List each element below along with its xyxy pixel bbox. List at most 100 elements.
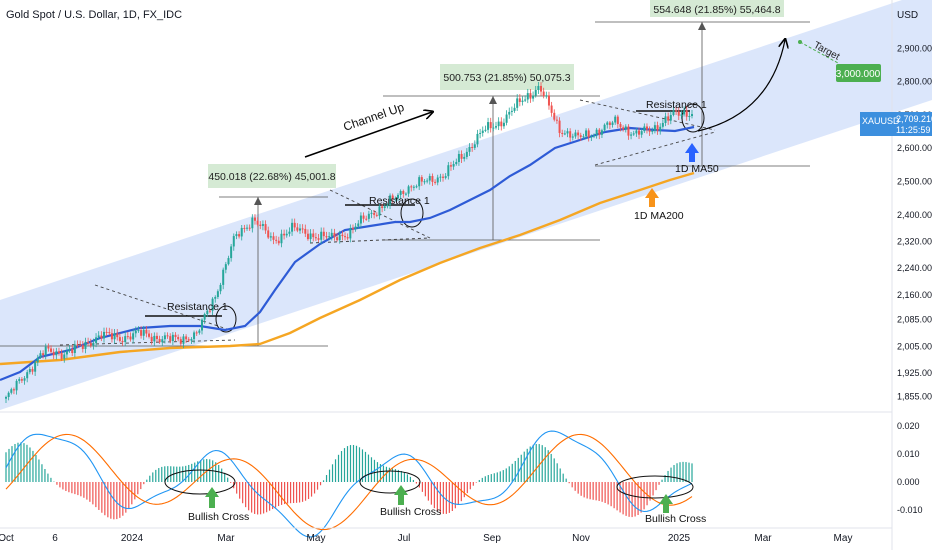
bullish-cross-label-2: Bullish Cross: [380, 506, 441, 518]
macd-hist-bar: [236, 482, 238, 494]
candle-body: [346, 237, 349, 239]
macd-hist-bar: [137, 482, 139, 495]
candle-body: [423, 181, 426, 183]
chart-title: Gold Spot / U.S. Dollar, 1D, FX_IDC: [6, 9, 182, 21]
macd-hist-bar: [460, 482, 462, 502]
candle-body: [383, 206, 386, 208]
macd-hist-bar: [523, 451, 525, 482]
macd-hist-bar: [125, 482, 127, 513]
candle-body: [632, 133, 635, 135]
macd-axis: 0.020 0.010 0.000 -0.010: [897, 421, 923, 515]
candle-body: [121, 340, 124, 343]
candle-body: [643, 126, 646, 132]
candle-body: [598, 129, 601, 135]
candle-body: [542, 91, 545, 96]
macd-hist-bar: [400, 470, 403, 482]
candle-body: [444, 176, 447, 178]
macd-hist-bar: [74, 482, 76, 495]
macd-hist-bar: [310, 482, 313, 497]
candle-body: [651, 130, 654, 132]
macd-tick: 0.010: [897, 449, 920, 459]
candle-body: [177, 337, 180, 340]
candle-body: [272, 236, 275, 240]
candle-body: [15, 380, 18, 391]
channel-up-band: [0, 0, 932, 410]
macd-hist-bar: [361, 449, 364, 482]
macd-hist-bar: [89, 482, 91, 502]
candle-body: [465, 151, 468, 157]
macd-hist-bar: [98, 482, 100, 510]
price-tick: 2,240.000: [897, 263, 932, 273]
candle-body: [132, 333, 135, 340]
candle-body: [664, 116, 667, 123]
candle-body: [137, 330, 140, 332]
macd-hist-bar: [625, 482, 627, 516]
macd-hist-bar: [35, 454, 37, 482]
candle-body: [314, 237, 317, 239]
macd-hist-bar: [631, 482, 633, 518]
macd-hist-bar: [197, 461, 199, 482]
candle-body: [410, 186, 413, 188]
candle-body: [63, 354, 66, 359]
macd-hist-bar: [532, 444, 534, 482]
candle-body: [103, 331, 105, 339]
candle-body: [394, 198, 397, 200]
macd-hist-bar: [652, 482, 654, 496]
candle-body: [322, 231, 325, 237]
candle-body: [367, 213, 370, 219]
candle-body: [381, 206, 384, 208]
macd-hist-bar: [334, 459, 337, 482]
macd-hist-bar: [50, 477, 52, 482]
candle-body: [500, 121, 503, 127]
candle-body: [685, 110, 688, 117]
macd-hist-bar: [266, 482, 268, 513]
candle-body: [84, 341, 87, 349]
candle-body: [555, 119, 558, 121]
candle-body: [449, 165, 452, 167]
candle-body: [468, 146, 471, 152]
macd-hist-bar: [337, 454, 340, 482]
candle-body: [44, 346, 47, 356]
candle-body: [76, 344, 79, 346]
macd-hist-bar: [517, 457, 519, 482]
macd-hist-bar: [149, 475, 151, 482]
macd-hist-bar: [403, 472, 406, 482]
price-tick: 2,005.000: [897, 341, 932, 351]
macd-hist-bar: [676, 463, 678, 482]
candle-body: [248, 227, 251, 229]
macd-hist-bar: [68, 482, 70, 493]
candle-body: [251, 217, 254, 229]
macd-hist-bar: [263, 482, 265, 514]
macd-hist-bar: [152, 472, 154, 482]
candle-body: [479, 132, 482, 134]
macd-hist-bar: [322, 480, 325, 482]
macd-hist-bar: [248, 482, 250, 511]
macd-hist-bar: [634, 482, 636, 517]
candle-body: [447, 165, 450, 177]
macd-hist-bar: [14, 443, 16, 482]
candle-body: [635, 130, 638, 134]
candle-body: [484, 129, 487, 131]
macd-hist-bar: [655, 482, 657, 491]
symbol-label: XAUUSD: [862, 116, 900, 126]
macd-hist-bar: [382, 465, 385, 482]
candle-body: [455, 162, 458, 165]
candle-body: [656, 125, 659, 131]
candle-body: [426, 180, 429, 182]
candle-body: [616, 116, 619, 125]
candle-body: [10, 389, 13, 393]
macd-hist-bar: [140, 482, 142, 490]
macd-hist-bar: [412, 479, 415, 482]
macd-hist-bar: [508, 466, 510, 482]
macd-hist-bar: [146, 479, 148, 482]
candle-body: [163, 335, 166, 340]
macd-hist-bar: [664, 475, 666, 482]
candle-body: [224, 264, 227, 270]
macd-hist-bar: [595, 482, 597, 501]
candle-body: [293, 222, 296, 228]
macd-hist-bar: [406, 474, 409, 482]
macd-hist-bar: [562, 473, 564, 482]
macd-hist-bar: [499, 471, 501, 482]
candle-body: [526, 93, 529, 100]
candle-body: [304, 228, 307, 234]
